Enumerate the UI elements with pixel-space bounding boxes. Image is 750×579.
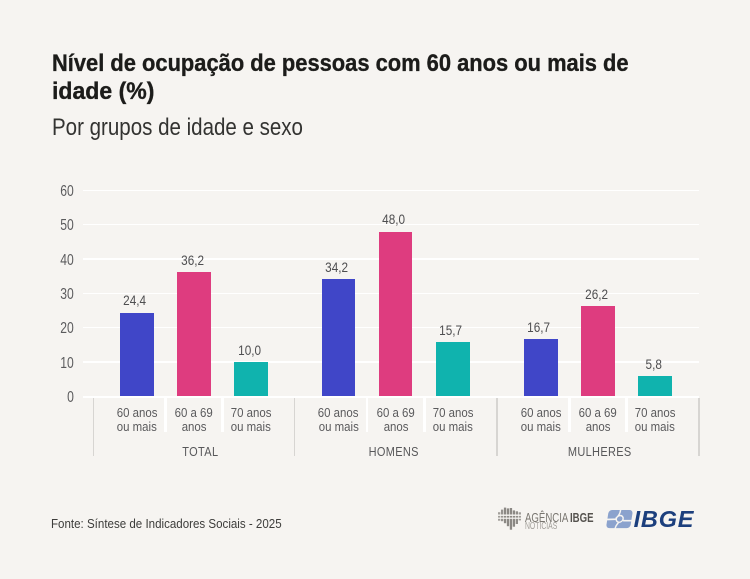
- svg-text:IBGE: IBGE: [634, 510, 695, 529]
